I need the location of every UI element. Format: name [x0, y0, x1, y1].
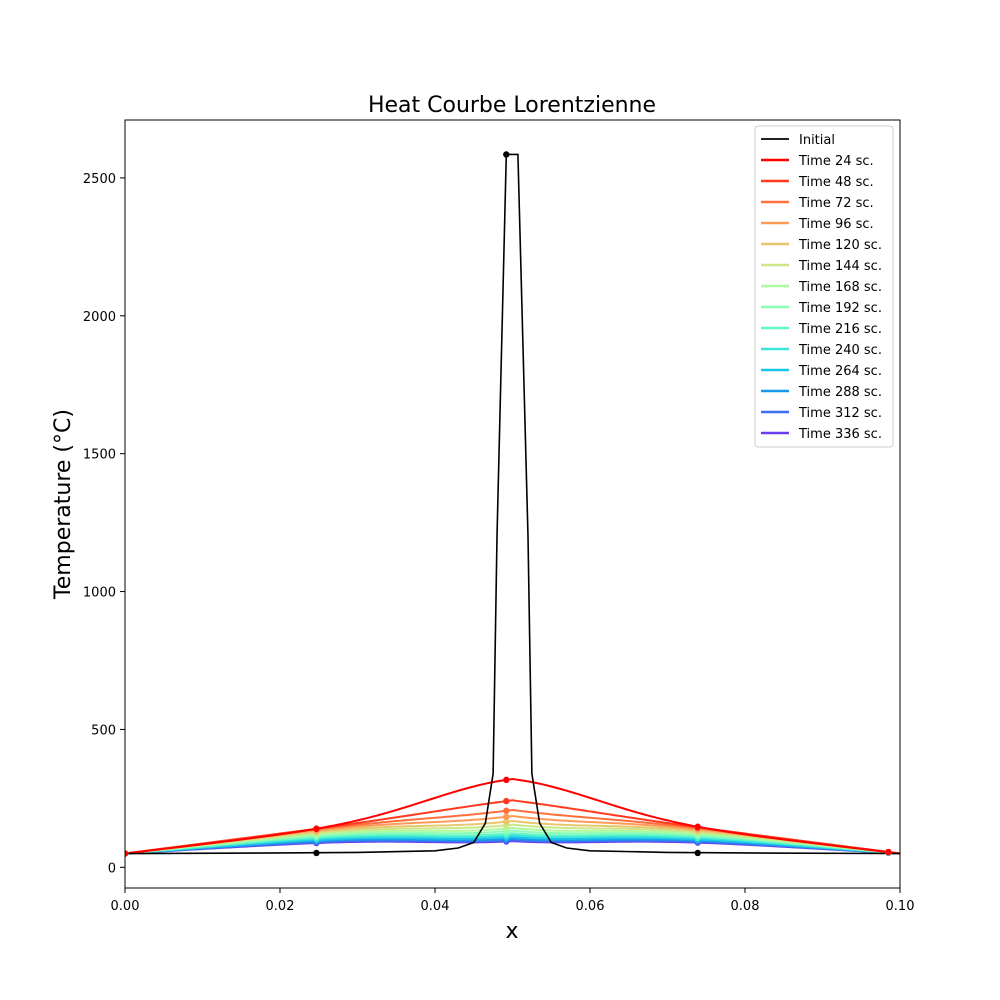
legend: Initial Time 24 sc. Time 48 sc. Time 72 sc.…: [754, 125, 894, 448]
legend-label: Time 72 sc.: [798, 196, 874, 211]
legend-label: Time 96 sc.: [798, 217, 874, 232]
series-marker: [694, 823, 701, 830]
y-tick-label: 1500: [83, 448, 116, 463]
chart-title: Heat Courbe Lorentzienne: [368, 93, 656, 118]
initial-marker: [694, 849, 701, 857]
series-marker: [313, 825, 320, 832]
x-tick-label: 0.06: [576, 899, 605, 914]
series-marker: [503, 807, 510, 814]
series-marker: [503, 797, 510, 805]
legend-label: Time 264 sc.: [798, 364, 882, 379]
x-tick-label: 0.10: [886, 899, 915, 914]
legend-label: Time 120 sc.: [798, 238, 882, 253]
x-axis: 0.00 0.02 0.04 0.06 0.08 0.10: [111, 888, 915, 914]
legend-label: Time 216 sc.: [798, 322, 882, 337]
x-tick-label: 0.04: [421, 899, 450, 914]
y-axis: 0 500 1000 1500 2000 2500: [83, 172, 125, 876]
legend-label: Initial: [799, 133, 835, 148]
series-line-initial: [125, 153, 900, 855]
legend-label: Time 240 sc.: [798, 343, 882, 358]
y-tick-label: 500: [91, 723, 116, 738]
x-tick-label: 0.00: [111, 899, 140, 914]
legend-label: Time 192 sc.: [798, 301, 882, 316]
plot-frame: [124, 119, 901, 889]
y-tick-label: 0: [108, 861, 116, 876]
x-tick-label: 0.08: [731, 899, 760, 914]
y-tick-label: 2500: [83, 172, 116, 187]
x-tick-label: 0.02: [266, 899, 295, 914]
initial-marker: [313, 849, 320, 857]
series-layer: [125, 153, 900, 855]
legend-label: Time 312 sc.: [798, 406, 882, 421]
series-marker: [503, 776, 510, 784]
legend-label: Time 168 sc.: [798, 280, 882, 295]
legend-label: Time 288 sc.: [798, 385, 882, 400]
y-axis-label: Temperature (°C): [51, 409, 76, 600]
marker-layer: [125, 151, 892, 857]
series-line-1: [125, 778, 900, 855]
initial-marker: [503, 151, 510, 158]
series-marker: [885, 848, 892, 856]
legend-label: Time 24 sc.: [798, 154, 874, 169]
legend-label: Time 336 sc.: [798, 427, 882, 442]
x-axis-label: x: [505, 919, 518, 944]
y-tick-label: 2000: [83, 310, 116, 325]
legend-box: [754, 125, 894, 448]
legend-label: Time 48 sc.: [798, 175, 874, 190]
legend-label: Time 144 sc.: [798, 259, 882, 274]
series-marker: [503, 818, 510, 825]
series-marker: [503, 813, 510, 820]
series-marker: [125, 850, 129, 857]
y-tick-label: 1000: [83, 586, 116, 601]
